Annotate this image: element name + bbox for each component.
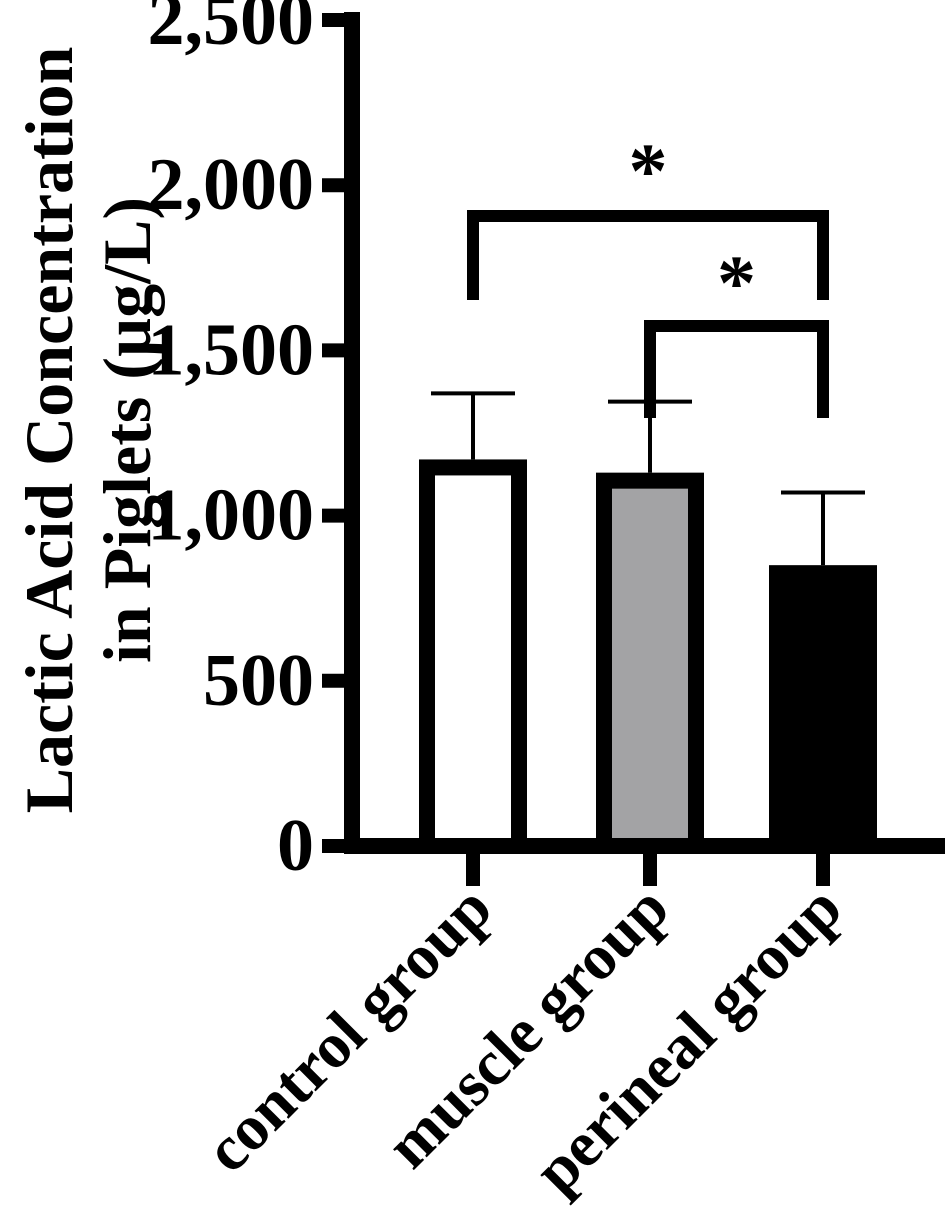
significance-bracket [644,320,829,418]
y-tick-label: 1,500 [148,309,315,391]
y-axis-title-line-1: Lactic Acid Concentration [11,47,87,814]
x-tick-label: perineal group [520,872,855,1207]
y-axis-title-line-2: in Piglets (µg/L) [89,197,165,663]
bar-muscle-group [596,472,704,854]
significance-bracket [467,210,829,300]
y-tick-label: 2,000 [148,144,315,226]
y-tick-label: 0 [277,805,314,887]
significance-brackets: ** [467,127,829,418]
bar-control-group [419,459,527,854]
y-axis: 0 500 1,000 1,500 2,000 2,500 [148,0,360,887]
y-axis-title: Lactic Acid Concentration in Piglets (µg… [11,47,165,814]
y-tick-label: 2,500 [148,0,315,61]
y-tick-label: 1,000 [148,475,315,557]
significance-label: * [717,239,756,326]
bar-perineal-group [769,565,877,854]
significance-label: * [629,127,668,214]
y-tick-label: 500 [203,640,314,722]
bars [419,459,877,854]
